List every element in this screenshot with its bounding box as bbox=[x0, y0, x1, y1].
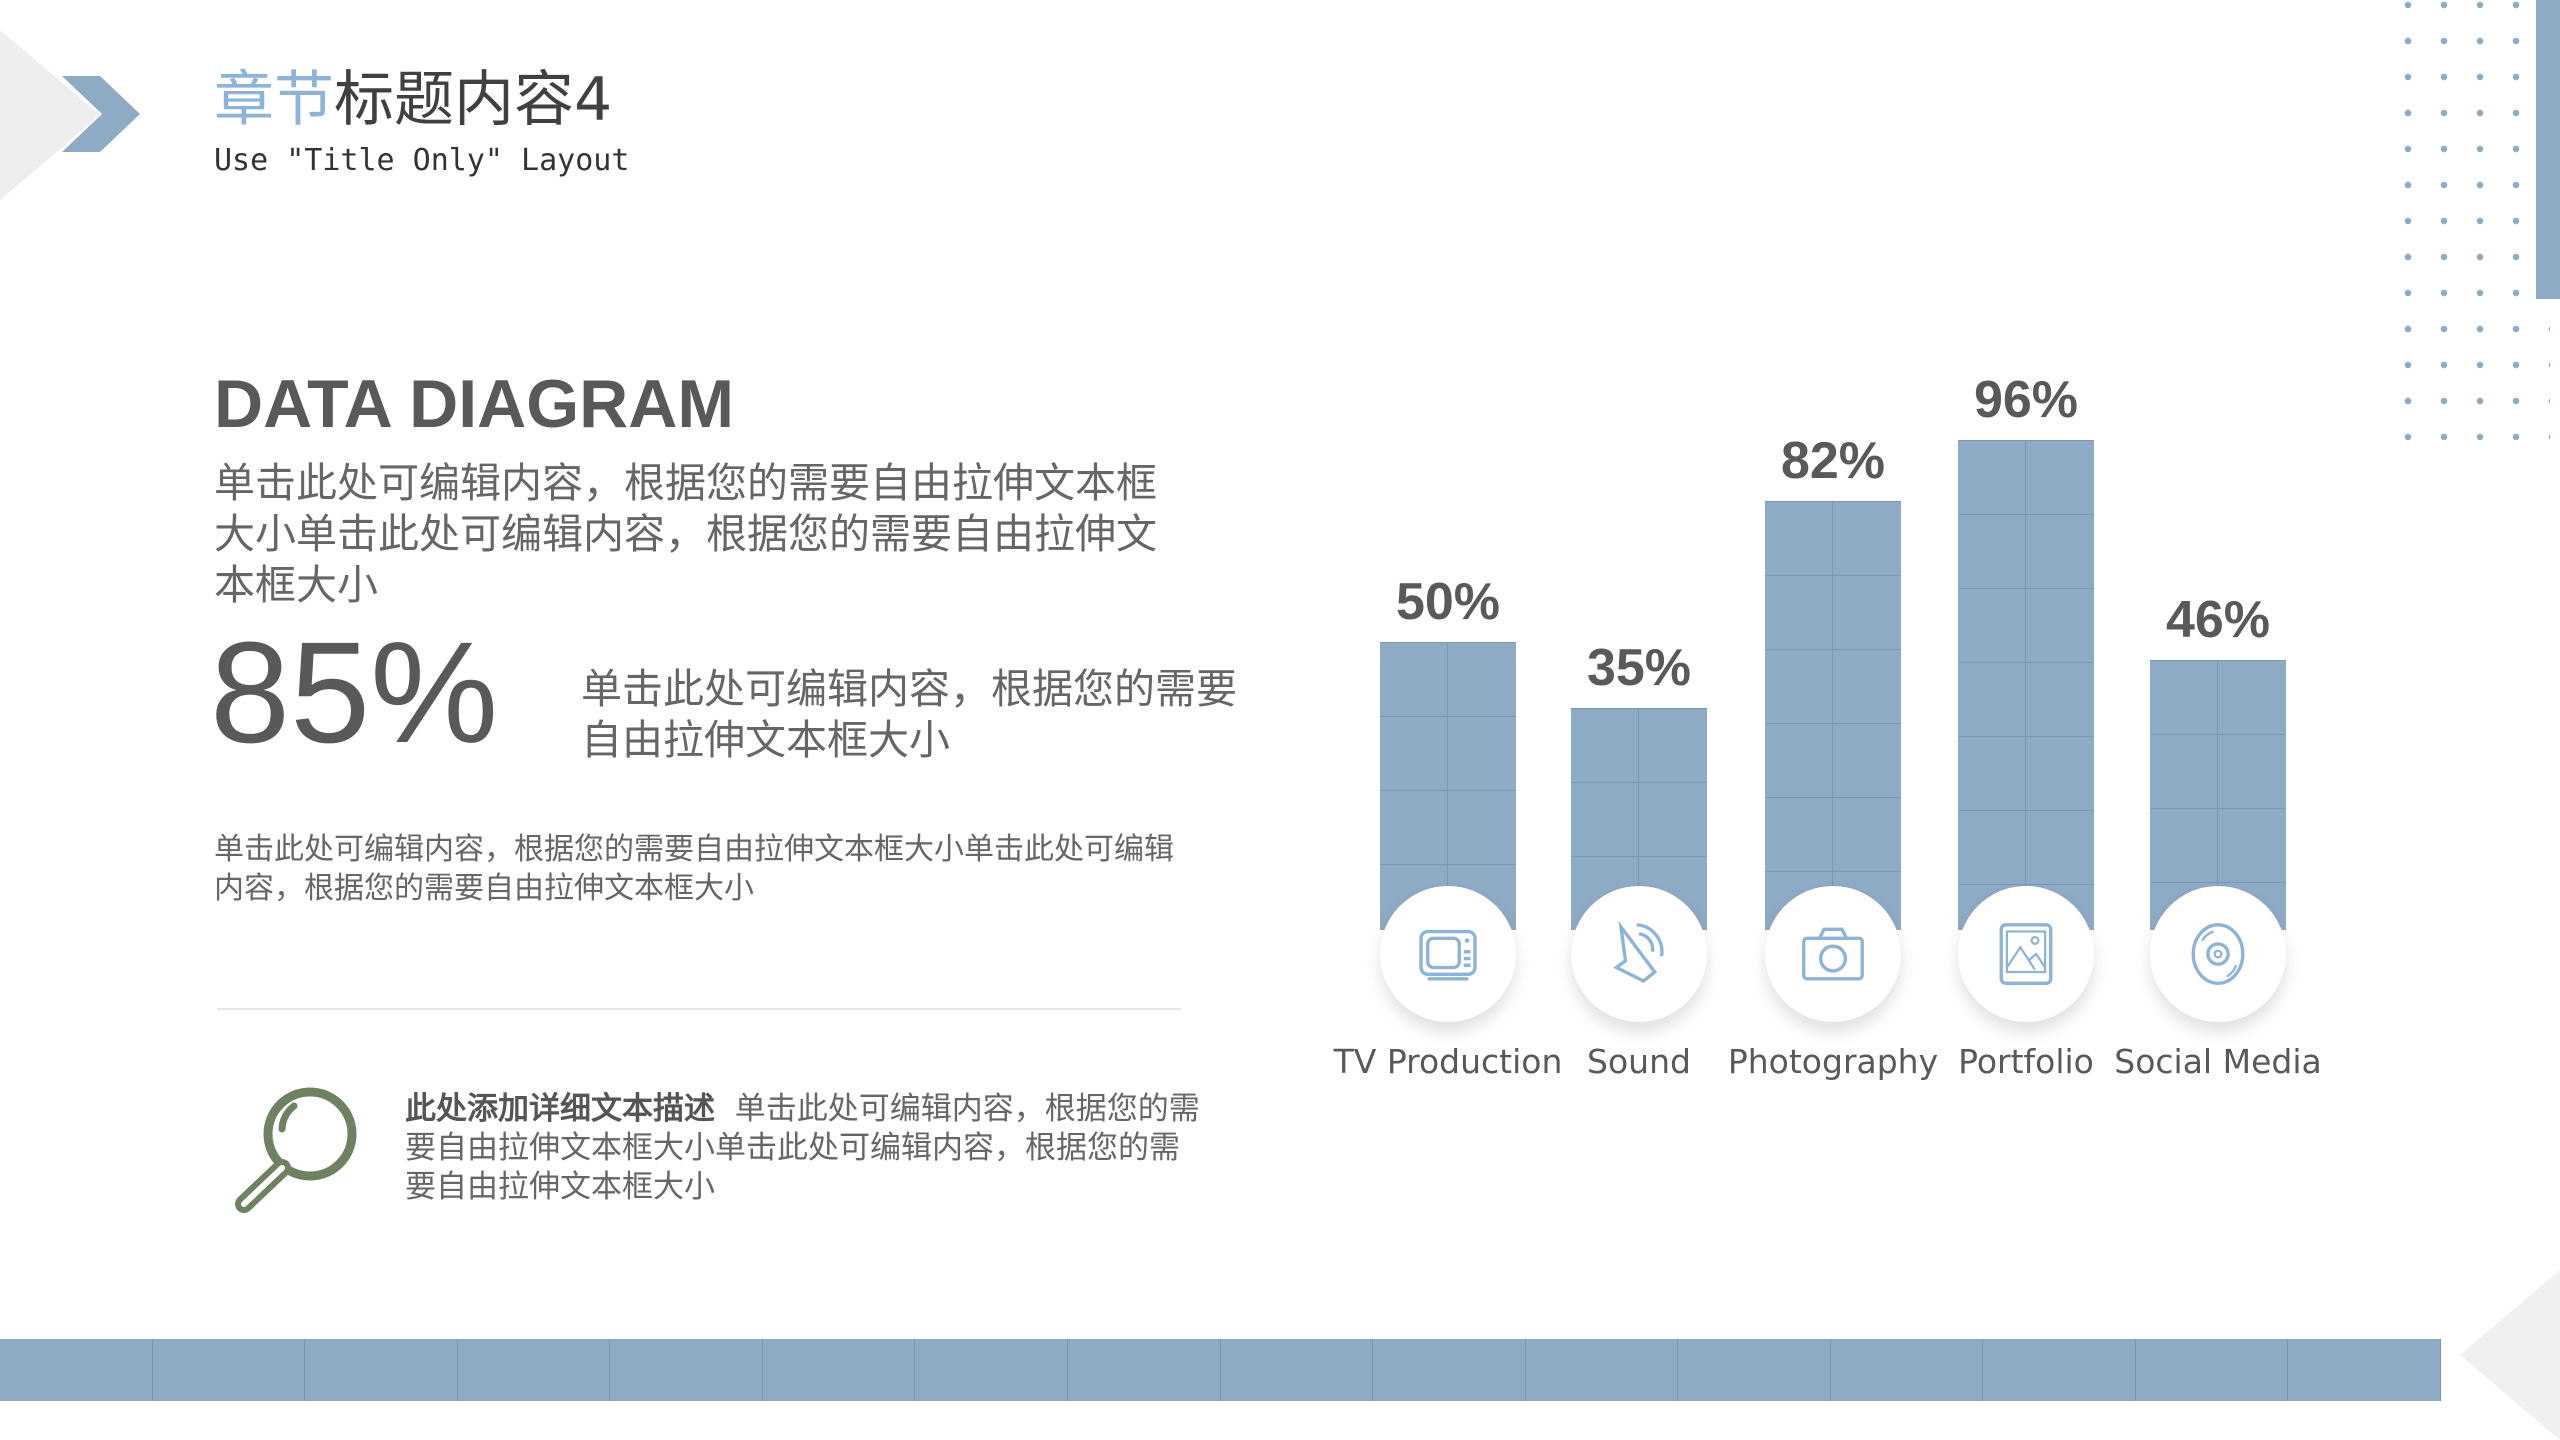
bar-2 bbox=[1765, 501, 1901, 930]
magnifier-icon bbox=[235, 1087, 357, 1213]
band-cell bbox=[1678, 1339, 1831, 1401]
footer-band bbox=[0, 1339, 2441, 1401]
decor-blue-strip bbox=[2536, 0, 2560, 299]
decor-corner-triangle bbox=[2460, 1270, 2560, 1440]
camera-badge bbox=[1765, 886, 1901, 1022]
band-cell bbox=[1068, 1339, 1221, 1401]
band-cell bbox=[2136, 1339, 2289, 1401]
category-label: Photography bbox=[1727, 1042, 1939, 1081]
decor-dot-grid bbox=[2390, 0, 2550, 440]
band-cell bbox=[1373, 1339, 1526, 1401]
band-cell bbox=[153, 1339, 306, 1401]
picture-badge bbox=[1958, 886, 2094, 1022]
category-label: Sound bbox=[1587, 1042, 1691, 1081]
bar-value-label: 96% bbox=[1973, 370, 2079, 429]
detail-title: 此处添加详细文本描述 bbox=[405, 1091, 715, 1127]
subtitle: Use "Title Only" Layout bbox=[214, 143, 630, 178]
band-cell bbox=[458, 1339, 611, 1401]
divider bbox=[217, 1008, 1181, 1010]
detail-text: 单击此处可编辑内容，根据您的需要自由拉伸文本框大小单击此处可编辑内容，根据您的需… bbox=[405, 1091, 1200, 1205]
band-cell bbox=[1983, 1339, 2136, 1401]
speaker-badge bbox=[1571, 886, 1707, 1022]
speaker-icon bbox=[1613, 920, 1664, 983]
band-cell bbox=[305, 1339, 458, 1401]
bar-value-label: 46% bbox=[2165, 590, 2271, 649]
band-cell bbox=[1831, 1339, 1984, 1401]
band-cell bbox=[610, 1339, 763, 1401]
title-rest: 标题内容4 bbox=[334, 65, 613, 135]
paragraph-2: 单击此处可编辑内容，根据您的需要自由拉伸文本框大小 bbox=[581, 665, 1237, 764]
bar-value-label: 50% bbox=[1395, 573, 1501, 631]
category-label: Portfolio bbox=[1958, 1042, 2094, 1081]
band-cell bbox=[0, 1339, 153, 1401]
tv-icon bbox=[1419, 929, 1477, 981]
band-cell bbox=[2288, 1339, 2441, 1401]
category-label: Social Media bbox=[2114, 1042, 2322, 1081]
detail-description: 此处添加详细文本描述 单击此处可编辑内容，根据您的需要自由拉伸文本框大小单击此处… bbox=[405, 1090, 1205, 1207]
picture-icon bbox=[1999, 923, 2053, 985]
category-label: TV Production bbox=[1333, 1042, 1563, 1081]
chevron-right-icon bbox=[62, 76, 140, 152]
big-percentage: 85% bbox=[210, 612, 499, 773]
paragraph-1: 单击此处可编辑内容，根据您的需要自由拉伸文本框大小单击此处可编辑内容，根据您的需… bbox=[214, 459, 1157, 609]
disc-icon bbox=[2191, 923, 2245, 985]
page-title: 章节标题内容4 bbox=[214, 62, 612, 138]
tv-badge bbox=[1380, 886, 1516, 1022]
camera-icon bbox=[1802, 927, 1864, 981]
paragraph-3: 单击此处可编辑内容，根据您的需要自由拉伸文本框大小单击此处可编辑内容，根据您的需… bbox=[214, 832, 1174, 906]
decor-triangle bbox=[0, 30, 100, 200]
bar-4 bbox=[2150, 659, 2286, 930]
band-cell bbox=[763, 1339, 916, 1401]
section-heading: DATA DIAGRAM bbox=[214, 366, 734, 442]
bar-0 bbox=[1380, 642, 1516, 930]
bar-value-label: 35% bbox=[1586, 639, 1692, 697]
band-cell bbox=[915, 1339, 1068, 1401]
bar-3 bbox=[1958, 439, 2094, 930]
band-cell bbox=[1221, 1339, 1374, 1401]
band-cell bbox=[1526, 1339, 1679, 1401]
title-highlight: 章节 bbox=[214, 65, 334, 135]
bar-value-label: 82% bbox=[1780, 432, 1886, 491]
disc-badge bbox=[2150, 886, 2286, 1022]
